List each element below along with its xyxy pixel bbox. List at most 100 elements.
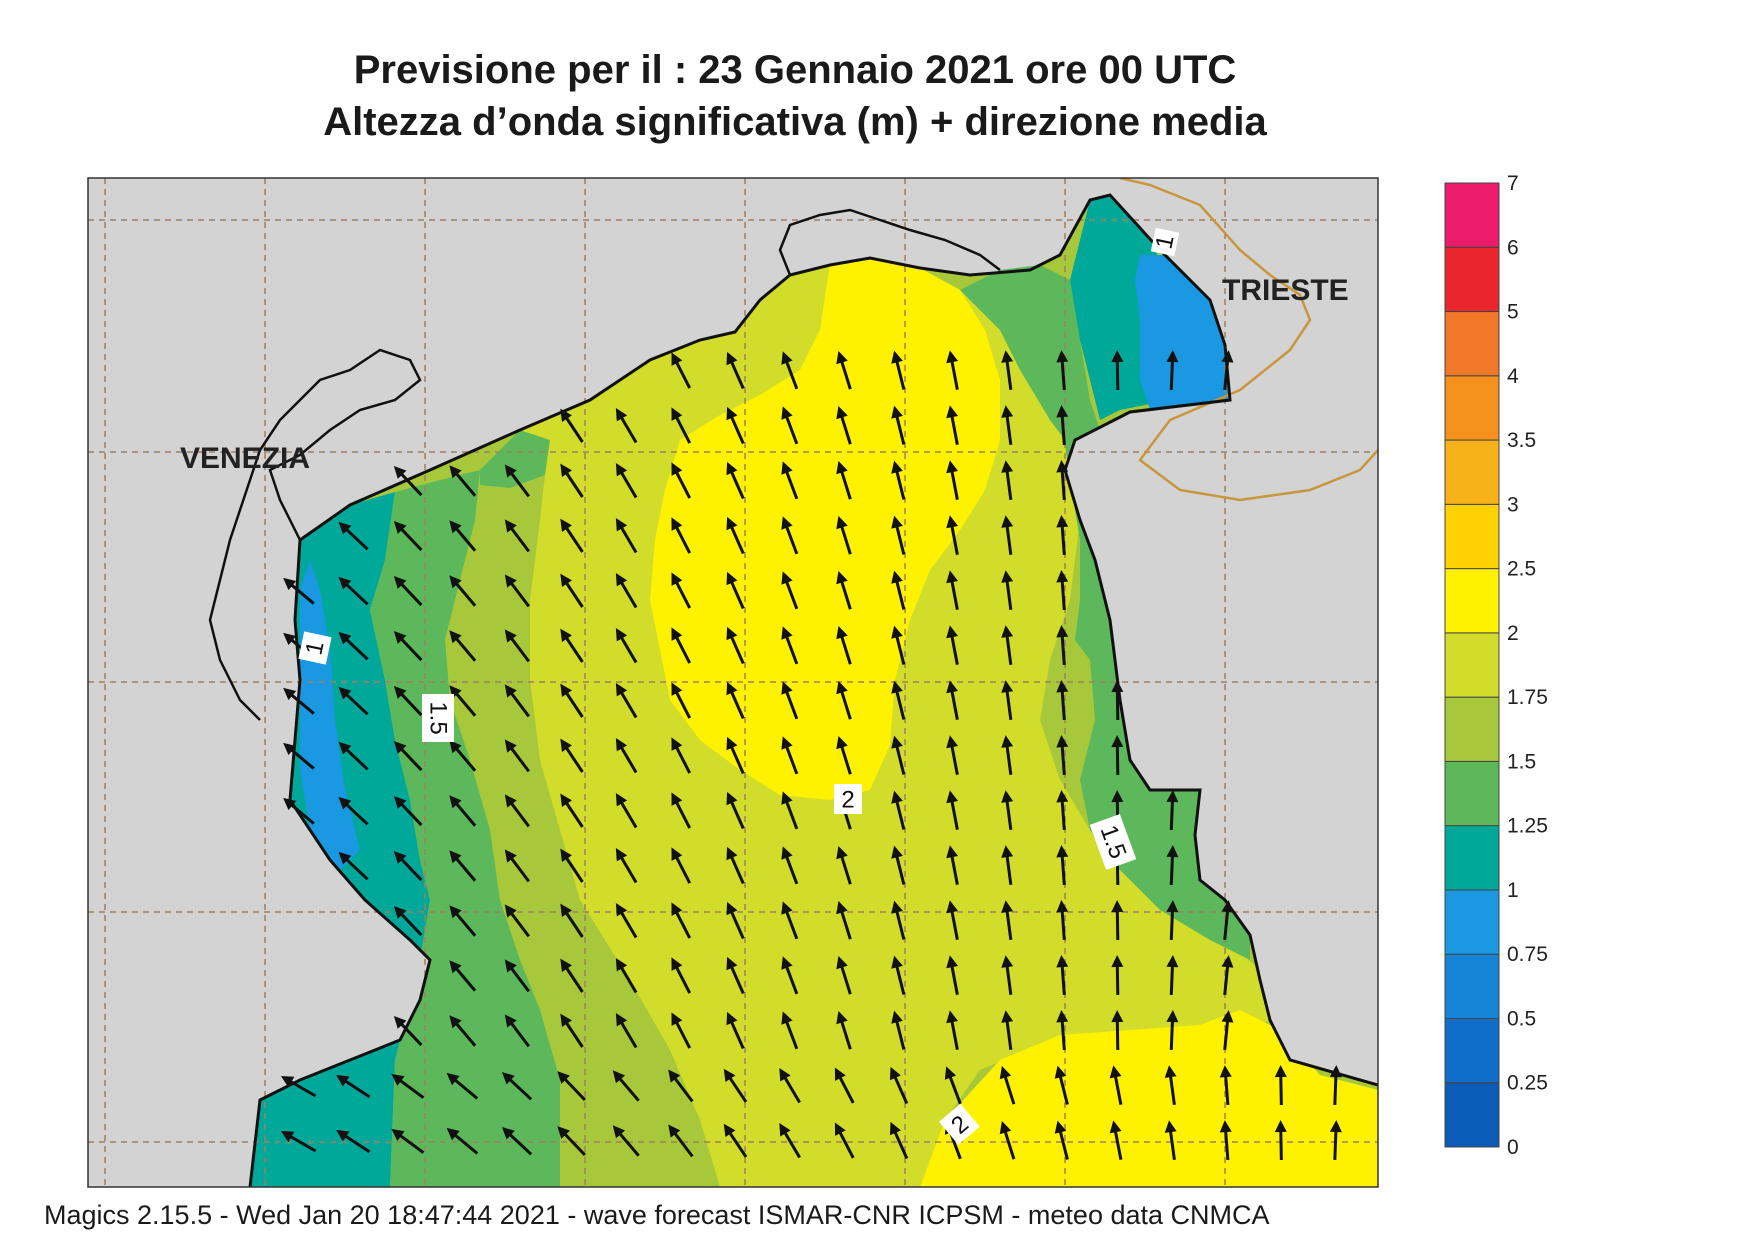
wave-direction-arrow — [946, 790, 959, 830]
wave-direction-arrow — [889, 1121, 909, 1160]
colorbar-swatch — [1444, 632, 1500, 698]
wave-direction-arrow — [615, 903, 638, 939]
wave-direction-arrow — [946, 845, 959, 885]
wave-direction-arrow — [836, 405, 852, 445]
place-label-trieste: TRIESTE — [1222, 274, 1349, 307]
wave-direction-arrow — [338, 796, 369, 826]
wave-direction-arrow — [338, 521, 369, 551]
wave-direction-arrow — [560, 463, 584, 498]
contour-label: 1.5 — [425, 701, 452, 734]
wave-direction-arrow — [612, 1070, 640, 1102]
wave-direction-arrow — [1111, 735, 1124, 776]
wave-direction-arrow — [449, 1015, 477, 1047]
wave-direction-arrow — [726, 461, 745, 500]
wave-direction-arrow — [1001, 900, 1014, 941]
wave-direction-arrow — [781, 406, 799, 445]
wave-direction-arrow — [393, 466, 423, 497]
wave-direction-arrow — [1221, 1010, 1234, 1051]
wave-direction-arrow — [891, 405, 906, 445]
wave-direction-arrow — [391, 1128, 425, 1154]
wave-direction-arrow — [1056, 735, 1069, 776]
wave-direction-arrow — [501, 1071, 533, 1101]
wave-band-2-2.5-north — [650, 258, 1000, 800]
wave-direction-arrow — [781, 956, 799, 995]
wave-direction-arrow — [891, 625, 906, 665]
wave-direction-arrow — [1111, 680, 1124, 721]
colorbar-level-label: 0 — [1507, 1136, 1519, 1159]
wave-direction-arrow — [338, 576, 369, 606]
colorbar-level-label: 7 — [1507, 172, 1519, 195]
wave-direction-arrow — [283, 742, 315, 770]
wave-direction-arrow — [836, 350, 852, 390]
wave-direction-arrow — [560, 793, 584, 828]
wave-direction-arrow — [781, 351, 799, 390]
wave-direction-arrow — [391, 1073, 425, 1099]
wave-direction-arrow — [1111, 955, 1124, 996]
wave-direction-arrow — [504, 684, 531, 718]
wave-direction-arrow — [393, 686, 423, 717]
wave-direction-arrow — [280, 1076, 317, 1098]
wave-direction-arrow — [393, 576, 423, 607]
wave-direction-arrow — [891, 570, 906, 610]
wave-direction-arrow — [393, 796, 423, 827]
colorbar-level-label: 5 — [1507, 301, 1519, 324]
wave-direction-arrow — [560, 848, 584, 883]
wave-direction-arrow — [946, 625, 959, 665]
wave-direction-arrow — [836, 460, 852, 500]
wave-direction-arrow — [1056, 790, 1069, 831]
wave-direction-arrow — [834, 1122, 855, 1159]
national-border — [1119, 178, 1378, 502]
wave-direction-arrow — [671, 572, 692, 609]
coastline — [248, 193, 1378, 1187]
colorbar-swatch — [1444, 953, 1500, 1019]
wave-direction-arrow — [723, 1068, 748, 1103]
colorbar-level-label: 6 — [1507, 236, 1519, 259]
wave-direction-arrow — [1111, 900, 1124, 941]
wave-direction-arrow — [1001, 625, 1014, 666]
wave-direction-arrow — [1056, 515, 1069, 556]
grado-coastline — [778, 208, 1001, 276]
wave-direction-arrow — [283, 687, 315, 715]
wave-direction-arrow — [834, 1067, 855, 1104]
contour-label: 2 — [841, 787, 854, 814]
wave-direction-arrow — [836, 680, 852, 720]
wave-direction-arrow — [446, 1127, 479, 1155]
wave-direction-arrow — [560, 518, 584, 553]
wave-direction-arrow — [393, 741, 423, 772]
wave-direction-arrow — [781, 901, 799, 940]
wave-direction-arrow — [781, 461, 799, 500]
wave-direction-arrow — [393, 631, 423, 662]
wave-direction-arrows — [280, 350, 1342, 1161]
colorbar-level-label: 1.75 — [1507, 686, 1548, 709]
wave-direction-arrow — [449, 795, 477, 827]
wave-direction-arrow — [560, 408, 584, 443]
colorbar-swatch — [1444, 825, 1500, 891]
wave-direction-arrow — [560, 738, 584, 773]
wave-direction-arrow — [671, 352, 692, 389]
wave-direction-arrow — [615, 518, 638, 554]
colorbar-swatch — [1444, 503, 1500, 570]
wave-direction-arrow — [944, 1066, 962, 1105]
wave-direction-arrow — [946, 405, 959, 445]
wave-direction-arrow — [1056, 845, 1069, 886]
contour-label: 1 — [1150, 233, 1179, 252]
wave-direction-arrow — [449, 520, 477, 552]
wave-direction-arrow — [615, 683, 638, 719]
colorbar-swatch — [1444, 375, 1500, 441]
wave-direction-arrow — [726, 901, 745, 940]
wave-direction-arrow — [1111, 350, 1124, 391]
wave-direction-arrow — [336, 1074, 371, 1099]
wave-direction-arrow — [946, 570, 959, 610]
place-label-venezia: VENEZIA — [180, 442, 310, 475]
wave-direction-arrow — [1329, 1120, 1342, 1161]
wave-direction-arrow — [781, 736, 799, 775]
wave-direction-arrow — [504, 1014, 531, 1048]
wave-direction-arrow — [615, 848, 638, 884]
wave-direction-arrow — [671, 792, 692, 829]
wave-direction-arrow — [1001, 735, 1014, 776]
wave-direction-arrow — [781, 1011, 799, 1050]
wave-direction-arrow — [891, 350, 906, 390]
wave-direction-arrow — [283, 577, 315, 605]
colorbar-level-label: 2.5 — [1507, 558, 1536, 581]
wave-direction-arrow — [671, 737, 692, 774]
